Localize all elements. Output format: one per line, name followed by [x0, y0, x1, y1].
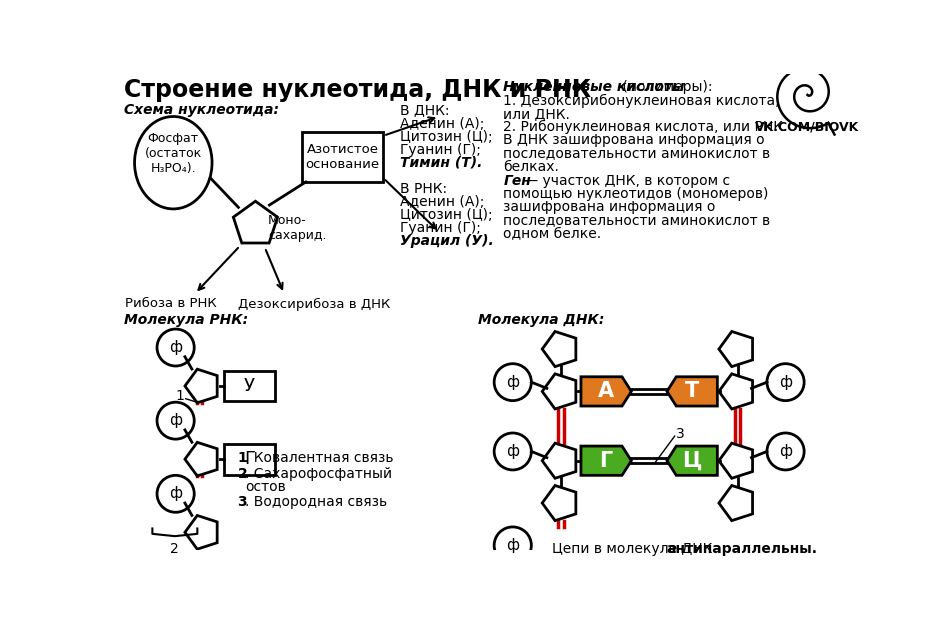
Text: Дезоксирибоза в ДНК: Дезоксирибоза в ДНК	[238, 297, 390, 310]
Text: Рибоза в РНК: Рибоза в РНК	[125, 297, 217, 310]
Polygon shape	[667, 377, 717, 406]
Text: Схема нуклеотида:: Схема нуклеотида:	[124, 103, 278, 117]
Text: белках.: белках.	[504, 159, 559, 174]
Text: Цитозин (Ц);: Цитозин (Ц);	[400, 130, 493, 143]
Text: Моно-
сахарид.: Моно- сахарид.	[268, 214, 326, 242]
Text: Азотистое
основание: Азотистое основание	[306, 143, 380, 171]
Text: А: А	[598, 381, 614, 402]
Text: В ДНК:: В ДНК:	[400, 103, 450, 117]
Text: Цепи в молекуле ДНК: Цепи в молекуле ДНК	[552, 541, 716, 556]
Text: 3: 3	[676, 427, 685, 441]
Polygon shape	[581, 377, 632, 406]
Text: Т: Т	[685, 381, 699, 402]
Text: ф: ф	[169, 413, 182, 428]
Text: последовательности аминокислот в: последовательности аминокислот в	[504, 146, 771, 161]
Text: Молекула РНК:: Молекула РНК:	[124, 313, 248, 327]
Text: (полимеры):: (полимеры):	[619, 80, 713, 95]
Text: Гуанин (Г);: Гуанин (Г);	[400, 221, 481, 235]
Text: 2. Рибонуклеиновая кислота, или РНК.: 2. Рибонуклеиновая кислота, или РНК.	[504, 121, 788, 135]
Text: помощью нуклеотидов (мономеров): помощью нуклеотидов (мономеров)	[504, 187, 769, 201]
Text: 2: 2	[238, 467, 247, 481]
Text: Строение нуклеотида, ДНК и РНК: Строение нуклеотида, ДНК и РНК	[124, 78, 591, 102]
Text: . Водородная связь: . Водородная связь	[245, 496, 387, 509]
Text: 1: 1	[175, 389, 184, 404]
Text: Ц: Ц	[682, 451, 702, 471]
Text: Молекула ДНК:: Молекула ДНК:	[478, 313, 604, 327]
Text: ф: ф	[506, 444, 519, 459]
Text: ф: ф	[169, 340, 182, 355]
Text: В РНК:: В РНК:	[400, 182, 447, 196]
Text: Урацил (У).: Урацил (У).	[400, 234, 494, 248]
Polygon shape	[581, 446, 632, 475]
Text: VK.COM/BIOVK: VK.COM/BIOVK	[755, 121, 859, 133]
Text: 1: 1	[238, 452, 247, 465]
Text: Тимин (Т).: Тимин (Т).	[400, 156, 483, 170]
Text: зашифрована информация о: зашифрована информация о	[504, 200, 716, 214]
Text: Нуклеиновые кислоты: Нуклеиновые кислоты	[504, 80, 685, 95]
Text: Г: Г	[600, 451, 613, 471]
Text: Фосфат
(остаток
Н₃РО₄).: Фосфат (остаток Н₃РО₄).	[145, 132, 202, 175]
Text: — участок ДНК, в котором с: — участок ДНК, в котором с	[521, 174, 730, 188]
Text: или ДНК.: или ДНК.	[504, 108, 571, 121]
Text: ф: ф	[169, 486, 182, 501]
Text: 2: 2	[170, 543, 180, 556]
Text: ф: ф	[506, 375, 519, 390]
Text: последовательности аминокислот в: последовательности аминокислот в	[504, 214, 771, 227]
Text: Аденин (А);: Аденин (А);	[400, 195, 485, 209]
Text: . Сахарофосфатный: . Сахарофосфатный	[245, 467, 393, 481]
Text: антипараллельны.: антипараллельны.	[666, 541, 817, 556]
Text: остов: остов	[245, 480, 286, 494]
Text: ф: ф	[779, 375, 792, 390]
Polygon shape	[667, 446, 717, 475]
Text: . Ковалентная связь: . Ковалентная связь	[245, 452, 394, 465]
Text: У: У	[244, 377, 255, 395]
Text: ф: ф	[506, 538, 519, 553]
Text: Ген: Ген	[504, 174, 531, 188]
Text: Цитозин (Ц);: Цитозин (Ц);	[400, 208, 493, 222]
Text: ф: ф	[779, 444, 792, 459]
Text: Г: Г	[244, 450, 255, 468]
Text: 1. Дезоксирибонуклеиновая кислота,: 1. Дезоксирибонуклеиновая кислота,	[504, 94, 780, 108]
Text: Гуанин (Г);: Гуанин (Г);	[400, 143, 481, 157]
Text: В ДНК зашифрована информация о: В ДНК зашифрована информация о	[504, 133, 765, 148]
Text: одном белке.: одном белке.	[504, 227, 602, 240]
Text: Аденин (А);: Аденин (А);	[400, 117, 485, 130]
Text: 3: 3	[238, 496, 247, 509]
